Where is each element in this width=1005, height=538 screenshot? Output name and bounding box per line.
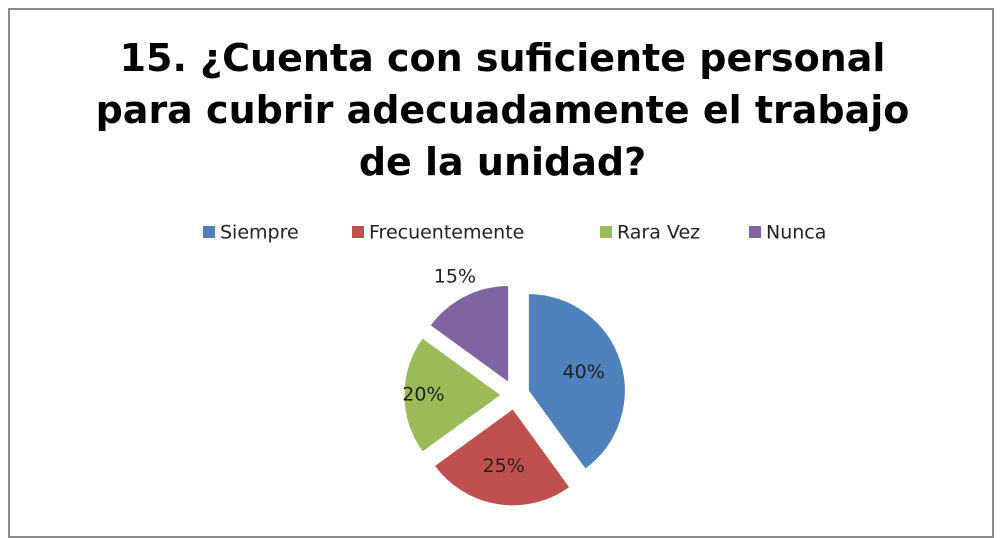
data-label: 40% bbox=[563, 361, 605, 383]
chart-title: 15. ¿Cuenta con suficiente personal para… bbox=[95, 36, 910, 184]
legend-swatch bbox=[203, 226, 215, 238]
data-label: 15% bbox=[434, 266, 476, 288]
legend-label: Rara Vez bbox=[617, 222, 700, 244]
pie-slice bbox=[429, 285, 510, 384]
legend-label: Nunca bbox=[766, 222, 826, 244]
pie-slice bbox=[433, 408, 571, 507]
legend-swatch bbox=[352, 226, 364, 238]
pie-slice bbox=[527, 293, 626, 470]
chart: Siempre Frecuentemente Rara Vez Nunca 40% 25%… bbox=[203, 222, 826, 507]
data-label: 20% bbox=[402, 384, 444, 406]
data-label: 25% bbox=[483, 455, 525, 477]
legend-label: Frecuentemente bbox=[369, 222, 524, 244]
legend-label: Siempre bbox=[220, 222, 299, 244]
legend-swatch bbox=[600, 226, 612, 238]
legend-swatch bbox=[749, 226, 761, 238]
pie-slice bbox=[403, 337, 502, 453]
